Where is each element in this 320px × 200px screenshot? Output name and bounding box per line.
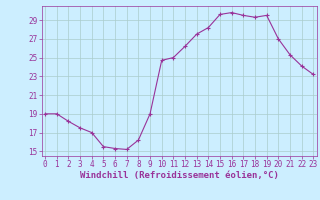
- X-axis label: Windchill (Refroidissement éolien,°C): Windchill (Refroidissement éolien,°C): [80, 171, 279, 180]
